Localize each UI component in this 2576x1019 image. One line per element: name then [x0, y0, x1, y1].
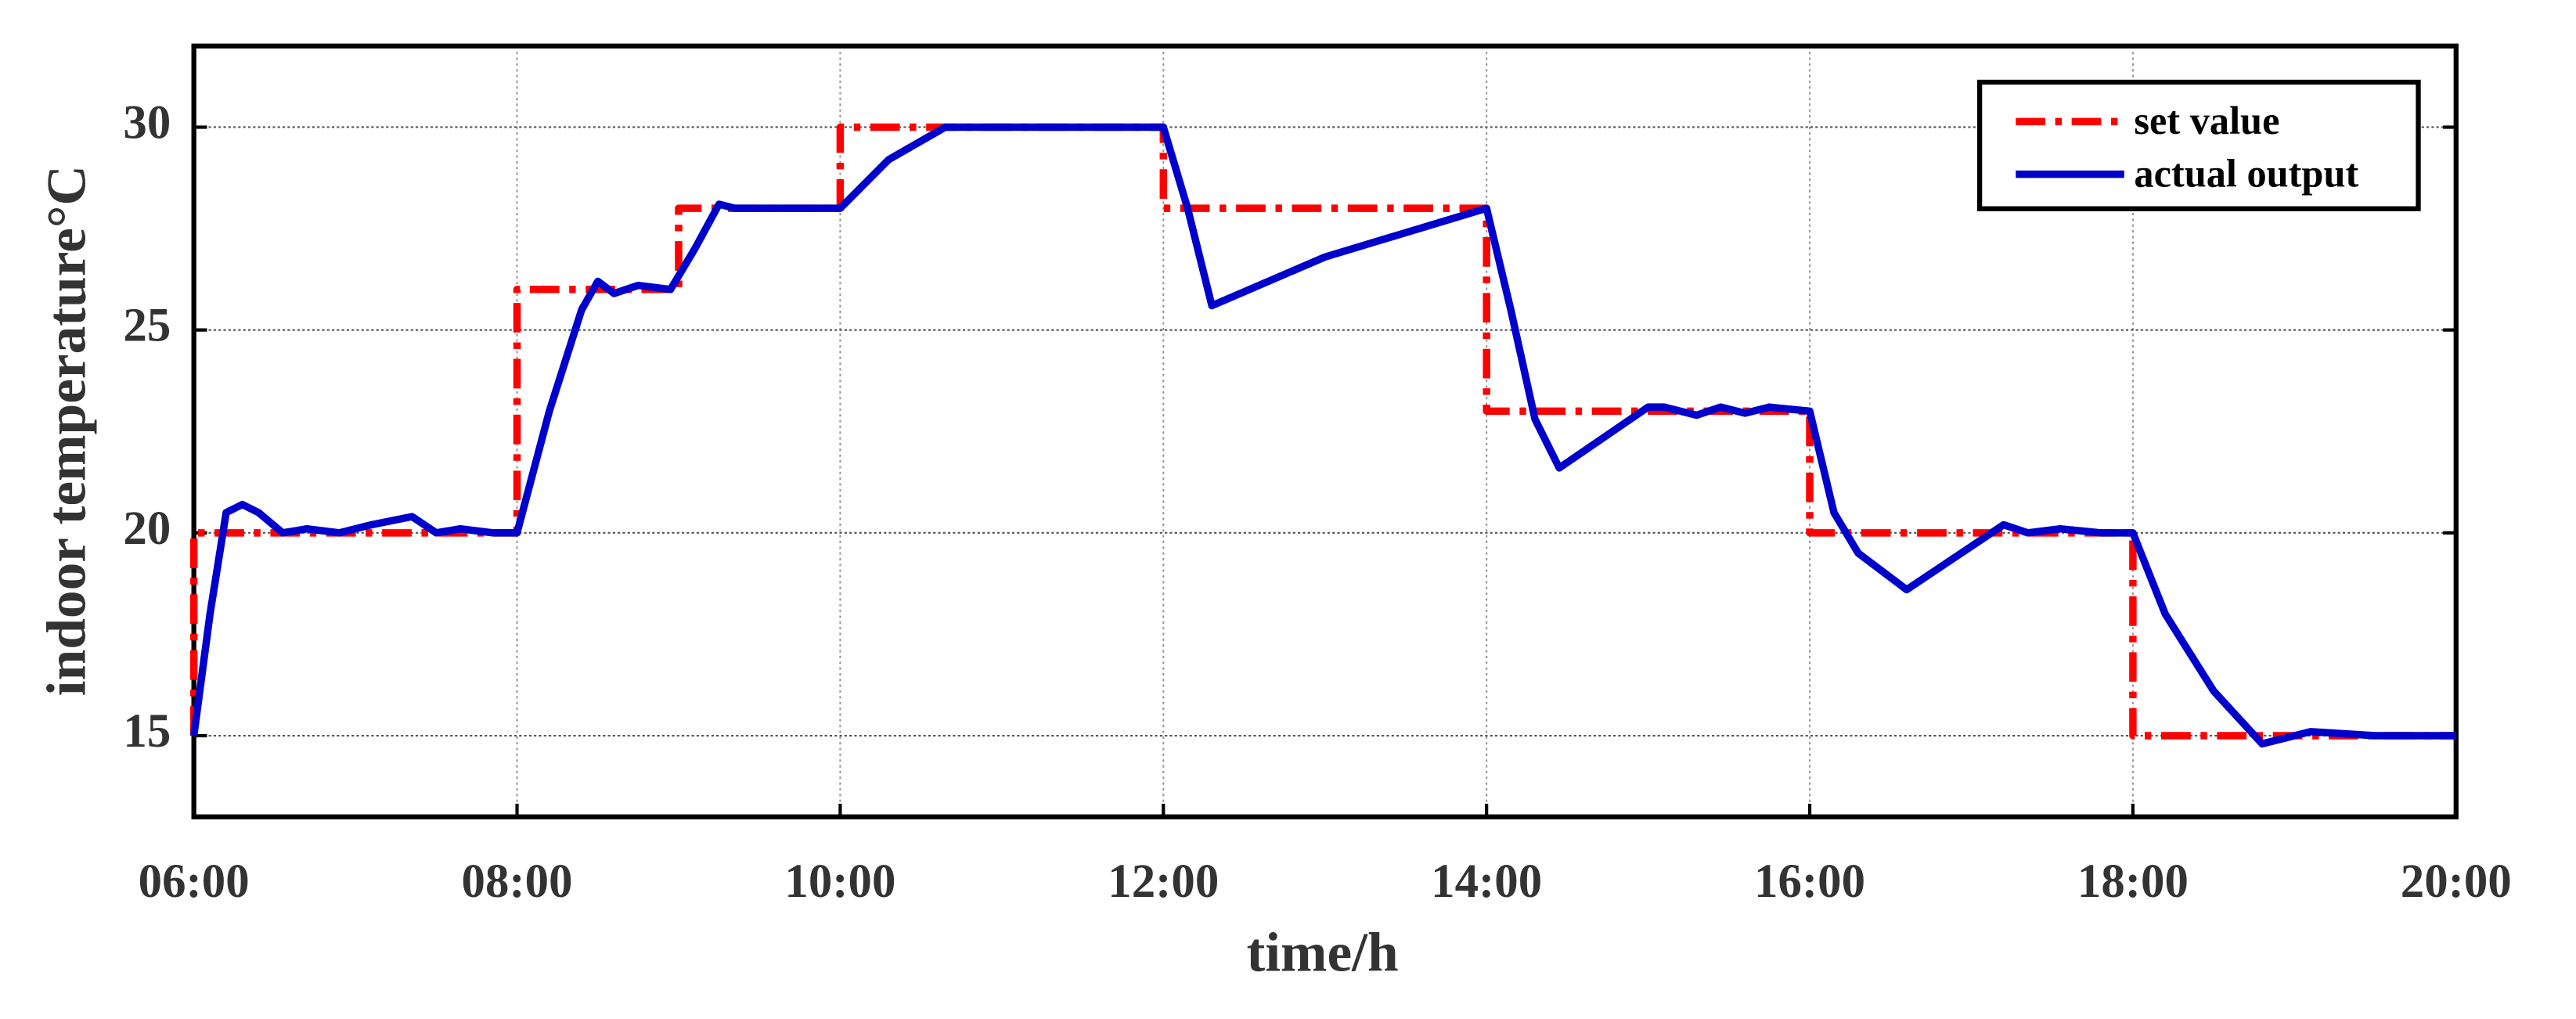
- x-tick-label: 08:00: [462, 855, 573, 908]
- legend-label: set value: [2134, 99, 2279, 142]
- data-line: [189, 123, 2456, 748]
- y-tick-label: 30: [123, 96, 171, 149]
- legend-box: [1976, 79, 2421, 211]
- x-tick-label: 18:00: [2077, 855, 2189, 908]
- x-tick-label: 16:00: [1754, 855, 1865, 908]
- x-tick-label: 14:00: [1431, 855, 1542, 908]
- plot-frame: [191, 43, 2459, 819]
- y-axis-label: indoor temperature°C: [36, 165, 98, 696]
- x-tick-label: 12:00: [1108, 855, 1219, 908]
- legend-label: actual output: [2134, 151, 2358, 195]
- x-tick-label: 20:00: [2401, 855, 2512, 908]
- x-tick-label: 06:00: [139, 855, 250, 908]
- y-tick-label: 15: [123, 705, 171, 758]
- y-tick-label: 25: [123, 300, 171, 352]
- y-tick-label: 20: [123, 502, 171, 555]
- x-axis-label: time/h: [1246, 922, 1398, 984]
- x-tick-label: 10:00: [784, 855, 895, 908]
- data-line: [189, 123, 2456, 740]
